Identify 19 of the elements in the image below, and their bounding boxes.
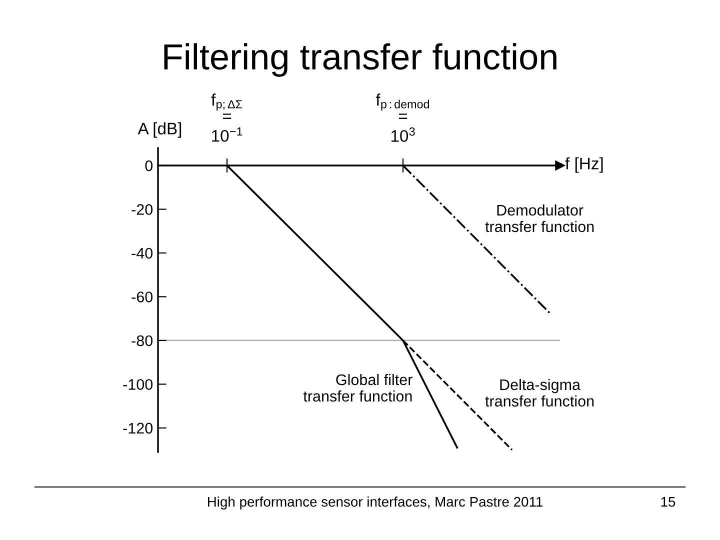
y-tick-label: -60 xyxy=(132,292,153,302)
y-tick-label: -100 xyxy=(123,379,153,390)
series-label: Demodulator transfer function xyxy=(485,204,594,232)
series-label: Global filter transfer function xyxy=(303,374,412,402)
y-axis-title: A [dB] xyxy=(138,122,182,138)
text: f$_{p:demod}$ = xyxy=(376,94,429,119)
text: f$_{p;ΔΣ}$ = xyxy=(211,94,242,119)
y-tick-label: -20 xyxy=(132,204,153,215)
x-tick-label: 10$^{−1}$ xyxy=(212,127,242,142)
y-tick-label: -40 xyxy=(132,248,153,259)
x-axis-title: f [Hz] xyxy=(565,157,603,173)
y-tick-label: -120 xyxy=(123,422,153,434)
x-tick-label: 10$^{3}$ xyxy=(391,127,415,142)
chart-title: Filtering transfer function xyxy=(164,43,556,77)
text: High performance sensor interfaces, Marc Pastre 2011 xyxy=(208,496,542,510)
y-tick-label: 0 xyxy=(145,160,153,172)
text: 15 xyxy=(661,497,676,507)
series-label: Delta-sigma transfer function xyxy=(485,378,594,407)
y-tick-label: -80 xyxy=(132,335,153,346)
